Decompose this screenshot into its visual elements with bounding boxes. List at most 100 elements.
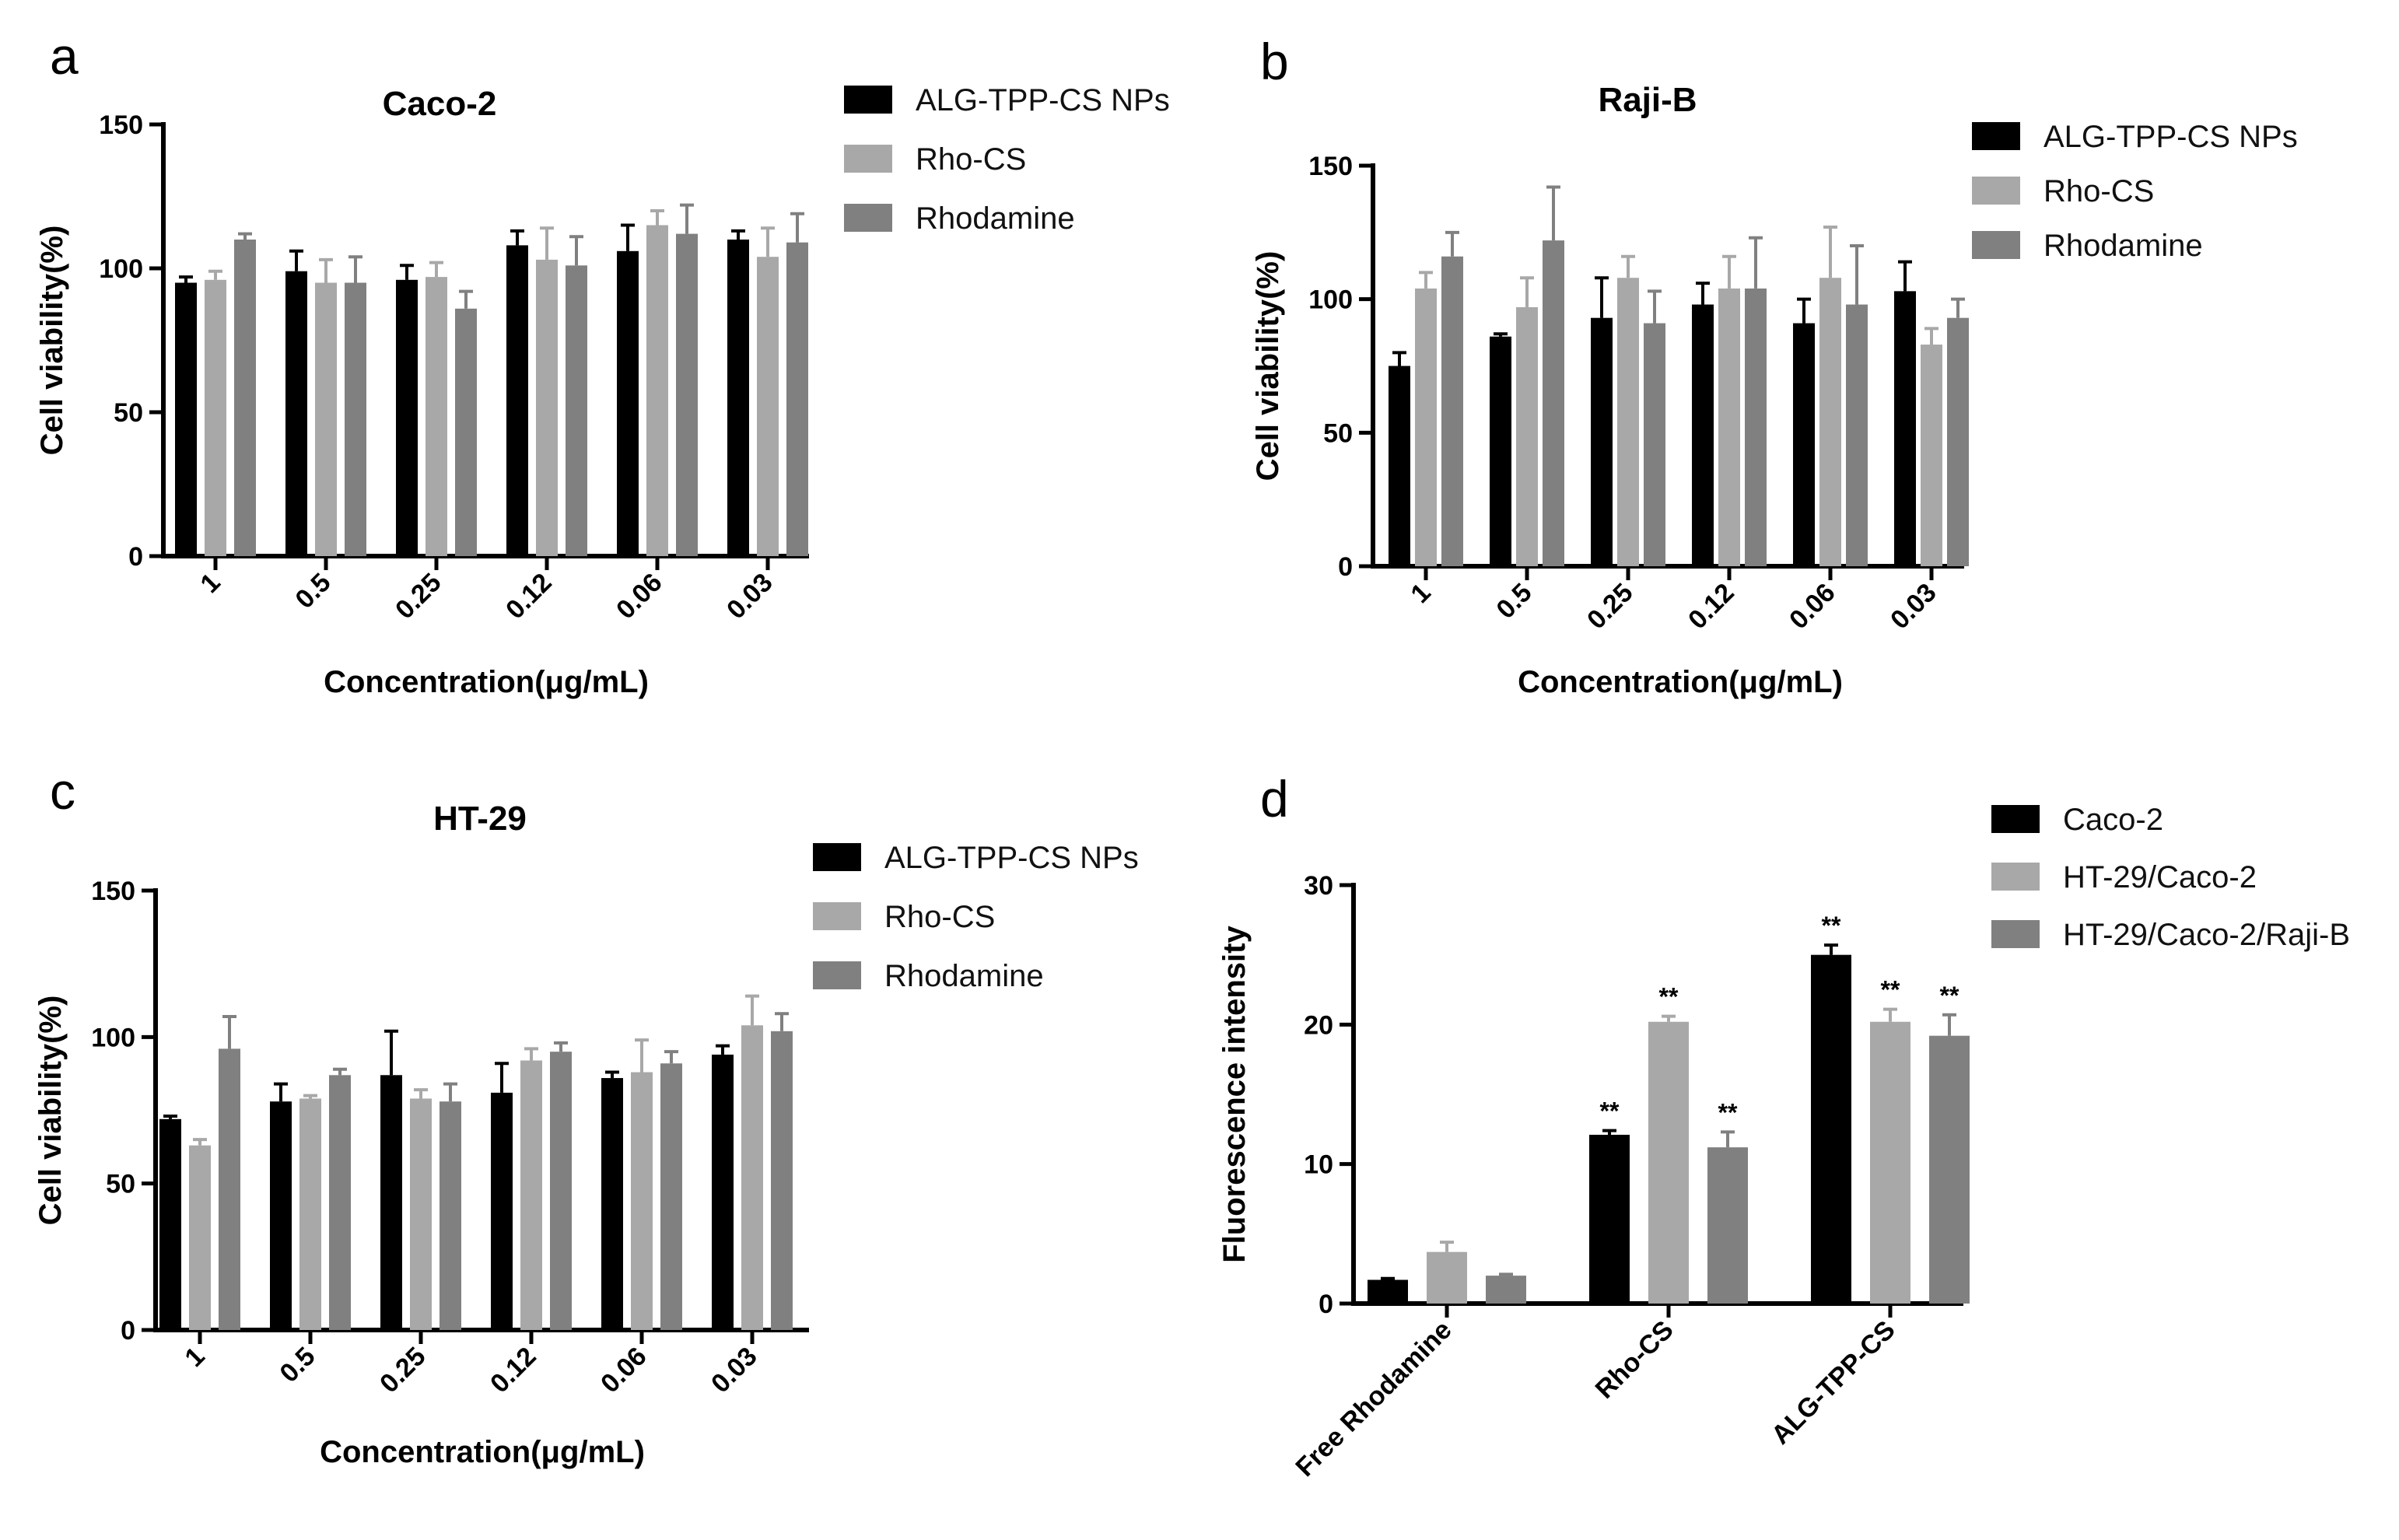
x-tick-label: 1 <box>1405 578 1436 609</box>
bar-alg-tpp-cs-nps <box>1894 291 1916 566</box>
bar-rho-cs <box>1415 288 1437 566</box>
legend-label: ALG-TPP-CS NPs <box>2044 120 2298 154</box>
y-tick-label: 100 <box>1308 285 1353 315</box>
y-tick-label: 150 <box>99 110 143 140</box>
bar-rhodamine <box>455 308 477 556</box>
bar-rhodamine <box>440 1101 461 1330</box>
bar-alg-tpp-cs-nps <box>727 240 749 556</box>
legend-swatch <box>1972 122 2020 150</box>
bar-alg-tpp-cs-nps <box>1692 304 1714 566</box>
significance-mark: ** <box>1881 976 1900 1004</box>
bar-alg-tpp-cs-nps <box>175 282 197 556</box>
legend-label: Caco-2 <box>2063 803 2163 837</box>
x-tick-label: 1 <box>194 568 226 599</box>
y-tick-label: 0 <box>1338 552 1353 582</box>
panel-a: a Caco-2 0 50 100 150 Cell viability(%) 1 0.5 0.2… <box>35 27 1170 699</box>
x-tick-label: 0.12 <box>1683 578 1740 635</box>
legend-label: Rho-CS <box>2044 174 2154 208</box>
chart-title: HT-29 <box>433 800 527 838</box>
legend-swatch <box>1972 177 2020 205</box>
bar-rhodamine <box>1644 323 1665 566</box>
bar-rhodamine <box>329 1075 351 1330</box>
bar-rhodamine <box>1947 317 1969 566</box>
bar-caco-2 <box>1811 954 1851 1304</box>
bar-alg-tpp-cs-nps <box>601 1078 623 1330</box>
y-tick-label: 0 <box>1319 1290 1333 1319</box>
bar-rhodamine <box>786 242 808 556</box>
bar-alg-tpp-cs-nps <box>1389 366 1410 566</box>
bar-rho-cs <box>741 1025 763 1330</box>
bar-alg-tpp-cs-nps <box>1591 317 1613 566</box>
significance-mark: ** <box>1659 983 1679 1011</box>
x-tick-label: 0.5 <box>289 568 336 614</box>
bar-rhodamine <box>1543 240 1564 566</box>
bar-ht-29-caco-2 <box>1648 1021 1689 1304</box>
panel-c: c HT-29 0 50 100 150 Cell viability(%) 1 0.5 0.25… <box>33 762 1139 1469</box>
x-tick-label: 0.25 <box>374 1342 432 1399</box>
panel-letter: c <box>50 762 75 820</box>
y-axis-title: Fluorescence intensity <box>1217 926 1252 1263</box>
bar-rhodamine <box>1745 288 1767 566</box>
legend-label: ALG-TPP-CS NPs <box>884 841 1139 875</box>
bar-ht-29-caco-2-raji-b <box>1707 1147 1748 1304</box>
bar-alg-tpp-cs-nps <box>396 279 418 556</box>
y-tick-label: 30 <box>1304 871 1333 901</box>
legend-swatch <box>1991 920 2040 948</box>
legend-swatch <box>813 902 861 930</box>
legend-label: Rhodamine <box>884 959 1044 993</box>
bar-rho-cs <box>315 282 337 556</box>
y-tick-label: 0 <box>128 542 143 572</box>
legend: ALG-TPP-CS NPs Rho-CS Rhodamine <box>813 841 1139 993</box>
y-tick-label: 50 <box>1323 418 1353 448</box>
x-tick-label: 0.03 <box>1885 578 1942 635</box>
legend-label: Rhodamine <box>916 201 1075 236</box>
bar-rhodamine <box>771 1031 793 1330</box>
bar-rhodamine <box>219 1048 240 1330</box>
y-tick-label: 0 <box>121 1316 135 1346</box>
bar-ht-29-caco-2 <box>1870 1021 1910 1304</box>
legend-label: Rhodamine <box>2044 229 2203 263</box>
bar-rho-cs <box>205 279 226 556</box>
bar-rho-cs <box>631 1072 653 1330</box>
significance-mark: ** <box>1940 982 1959 1010</box>
x-tick-label: 1 <box>179 1342 210 1373</box>
bar-caco-2 <box>1368 1279 1408 1304</box>
x-axis-title: Concentration(μg/mL) <box>320 1435 645 1469</box>
x-tick-label: 0.25 <box>1581 578 1639 635</box>
x-tick-label: Rho-CS <box>1590 1315 1679 1405</box>
legend-label: Rho-CS <box>884 900 995 934</box>
bar-rho-cs <box>426 277 447 556</box>
legend-label: Rho-CS <box>916 142 1026 177</box>
bar-rho-cs <box>520 1060 542 1330</box>
legend-swatch <box>813 961 861 989</box>
y-tick-label: 50 <box>106 1170 135 1199</box>
legend-label: HT-29/Caco-2/Raji-B <box>2063 918 2350 952</box>
bar-rho-cs <box>189 1145 211 1330</box>
bar-rhodamine <box>234 240 256 556</box>
legend-swatch <box>1991 805 2040 833</box>
legend: ALG-TPP-CS NPs Rho-CS Rhodamine <box>1972 120 2298 263</box>
bar-rho-cs <box>1718 288 1740 566</box>
legend-label: ALG-TPP-CS NPs <box>916 83 1170 117</box>
bar-alg-tpp-cs-nps <box>1490 336 1511 566</box>
chart-title: Raji-B <box>1598 81 1697 119</box>
bar-rho-cs <box>299 1098 321 1330</box>
x-tick-label: 0.06 <box>595 1342 653 1399</box>
bar-alg-tpp-cs-nps <box>285 271 307 556</box>
y-tick-label: 150 <box>91 877 135 906</box>
y-axis-title: Cell viability(%) <box>1251 251 1285 481</box>
bar-alg-tpp-cs-nps <box>159 1118 181 1330</box>
bar-alg-tpp-cs-nps <box>270 1101 292 1330</box>
y-tick-label: 100 <box>91 1023 135 1052</box>
panel-letter: a <box>50 27 79 85</box>
legend-swatch <box>1991 863 2040 891</box>
bar-ht-29-caco-2-raji-b <box>1929 1035 1970 1304</box>
bar-rho-cs <box>1819 278 1841 566</box>
bar-rhodamine <box>1846 304 1868 566</box>
bar-rhodamine <box>345 282 366 556</box>
y-tick-label: 50 <box>114 398 143 428</box>
bar-alg-tpp-cs-nps <box>380 1075 402 1330</box>
panel-letter: d <box>1260 770 1289 828</box>
legend-swatch <box>844 145 892 173</box>
